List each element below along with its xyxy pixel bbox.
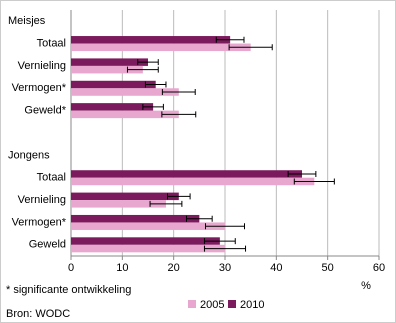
y-tick-label: Meisjes [8,15,46,27]
bar [71,110,179,119]
bar [71,88,179,96]
x-tick-label: 20 [168,262,180,274]
bar [71,36,231,44]
bar [71,177,315,186]
bar [71,65,143,74]
error-bar [215,36,245,43]
error-bar [142,103,164,110]
y-tick-label: Geweld [29,239,66,251]
error-bar [161,111,197,118]
y-tick-label: Vermogen* [12,82,67,94]
bar [71,58,148,66]
x-axis-label: % [361,280,371,292]
x-tick-label: 10 [116,262,128,274]
bar [71,214,200,223]
error-bar [149,200,183,207]
y-tick-label: Vernieling [18,60,66,72]
error-bar [186,215,213,222]
error-bar [228,44,273,51]
error-bar [287,170,317,177]
footnote: * significante ontwikkeling [6,284,131,296]
error-bar [204,223,246,230]
x-tick-label: 0 [68,262,74,274]
error-bar [161,89,196,96]
bar [71,192,179,201]
bar [71,244,225,253]
bar [71,200,166,208]
bar [71,222,225,230]
y-tick-label: Vermogen* [12,216,67,228]
error-bar [126,66,159,73]
x-tick-label: 50 [322,262,334,274]
y-tick-label: Totaal [37,172,66,184]
legend-label: 2005 [200,299,224,311]
bar [71,170,302,178]
y-tick-label: Totaal [37,37,66,49]
x-tick-label: 60 [373,262,385,274]
error-bar [203,245,247,252]
x-tick-label: 40 [270,262,282,274]
legend-swatch [188,300,196,308]
y-tick-label: Geweld* [24,105,66,117]
legend-swatch [228,300,236,308]
error-bar [293,178,335,185]
legend-label: 2010 [240,299,264,311]
error-bar [167,193,191,200]
y-tick-label: Vernieling [18,194,66,206]
error-bar [137,59,159,66]
error-bar [203,238,236,245]
bar [71,43,251,52]
bar [71,237,220,245]
bar [71,103,154,111]
x-tick-label: 30 [219,262,231,274]
source: Bron: WODC [6,308,70,320]
error-bar [144,81,167,88]
bar [71,80,156,89]
y-tick-label: Jongens [8,149,50,161]
